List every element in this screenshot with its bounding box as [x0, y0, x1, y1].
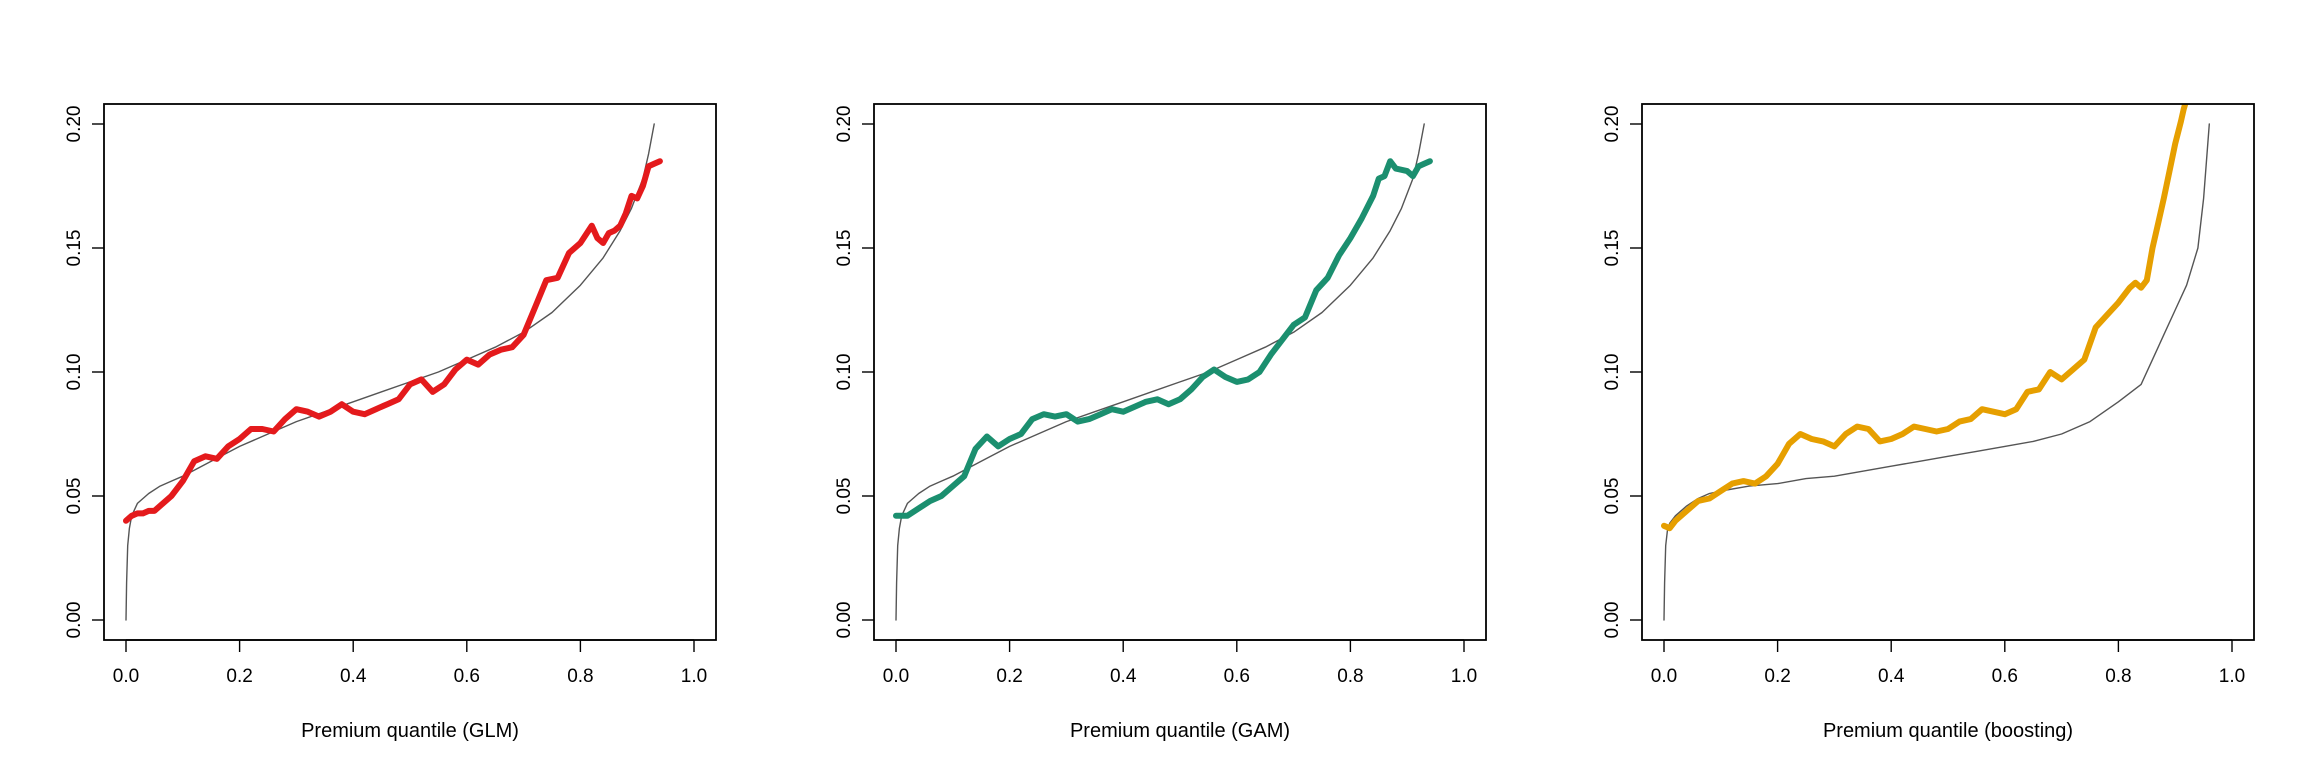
x-tick-label: 0.0: [113, 666, 139, 687]
y-tick-label: 0.20: [64, 106, 85, 143]
plot-frame: [1641, 103, 2255, 641]
x-tick-label: 0.8: [567, 666, 593, 687]
x-tick-label: 1.0: [1451, 666, 1477, 687]
concentration-curve: [1661, 104, 2189, 532]
chart-panel-1: 0.0 0.2 0.4 0.6 0.8 1.0 0.00 0.05 0.10 0.15 0.20 Pr…: [64, 103, 717, 742]
x-axis-title: Premium quantile (GLM): [301, 720, 519, 742]
series-group: [893, 123, 1433, 621]
x-tick-label: 0.4: [1878, 666, 1905, 687]
y-tick-label: 0.20: [1602, 106, 1623, 143]
x-tick-label: 0.4: [340, 666, 367, 687]
x-tick-label: 0.8: [2105, 666, 2131, 687]
y-tick-label: 0.00: [64, 602, 85, 639]
x-tick-label: 0.6: [1992, 666, 2018, 687]
chart-panel-3: 0.0 0.2 0.4 0.6 0.8 1.0 0.00 0.05 0.10 0.15 0.20 Pr…: [1602, 103, 2255, 742]
x-tick-label: 0.6: [1224, 666, 1250, 687]
y-tick-label: 0.00: [834, 602, 855, 639]
x-tick-label: 0.2: [226, 666, 252, 687]
y-tick-label: 0.05: [1602, 478, 1623, 515]
reference-curve: [895, 123, 1425, 621]
y-tick-label: 0.05: [834, 478, 855, 515]
x-tick-label: 0.0: [1651, 666, 1677, 687]
reference-curve: [125, 123, 655, 621]
x-axis-title: Premium quantile (boosting): [1823, 720, 2073, 742]
y-tick-label: 0.15: [64, 230, 85, 267]
series-group: [1661, 104, 2211, 621]
y-tick-label: 0.10: [1602, 354, 1623, 391]
y-tick-label: 0.05: [64, 478, 85, 515]
x-tick-label: 1.0: [2219, 666, 2245, 687]
x-tick-label: 0.0: [883, 666, 909, 687]
y-tick-label: 0.20: [834, 106, 855, 143]
concentration-curve: [893, 158, 1433, 519]
y-tick-label: 0.15: [834, 230, 855, 267]
reference-curve: [1663, 123, 2211, 621]
x-tick-label: 0.4: [1110, 666, 1137, 687]
y-tick-label: 0.15: [1602, 230, 1623, 267]
plot-frame: [103, 103, 717, 641]
x-tick-label: 0.8: [1337, 666, 1363, 687]
x-tick-label: 0.6: [454, 666, 480, 687]
y-tick-label: 0.00: [1602, 602, 1623, 639]
x-tick-label: 0.2: [996, 666, 1022, 687]
chart-panel-2: 0.0 0.2 0.4 0.6 0.8 1.0 0.00 0.05 0.10 0.15 0.20 Pr…: [834, 103, 1487, 742]
series-group: [123, 123, 663, 621]
x-tick-label: 0.2: [1764, 666, 1790, 687]
y-tick-label: 0.10: [834, 354, 855, 391]
x-axis-title: Premium quantile (GAM): [1070, 720, 1290, 742]
plot-frame: [873, 103, 1487, 641]
x-tick-label: 1.0: [681, 666, 707, 687]
y-tick-label: 0.10: [64, 354, 85, 391]
concentration-curve: [123, 158, 663, 524]
